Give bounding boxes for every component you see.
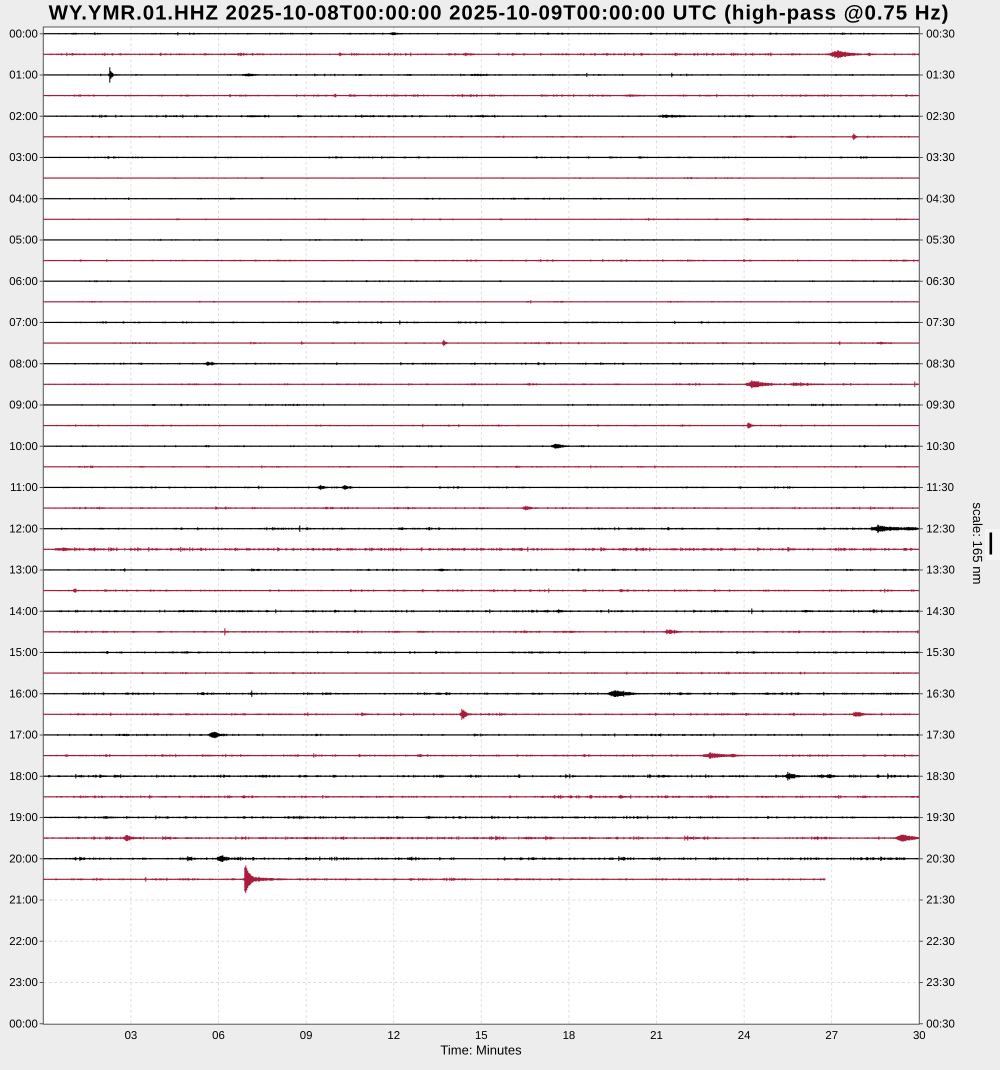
svg-text:00:00: 00:00 (9, 28, 38, 40)
svg-text:01:00: 01:00 (9, 70, 38, 82)
svg-text:05:00: 05:00 (9, 235, 38, 247)
svg-text:23:30: 23:30 (926, 977, 955, 989)
svg-text:24: 24 (738, 1030, 751, 1042)
svg-text:02:30: 02:30 (926, 111, 955, 123)
svg-text:04:30: 04:30 (926, 193, 955, 205)
svg-text:23:00: 23:00 (9, 977, 38, 989)
svg-text:10:00: 10:00 (9, 441, 38, 453)
svg-text:07:30: 07:30 (926, 317, 955, 329)
svg-text:06: 06 (212, 1030, 225, 1042)
svg-text:14:00: 14:00 (9, 606, 38, 618)
svg-text:21:00: 21:00 (9, 895, 38, 907)
svg-text:22:30: 22:30 (926, 936, 955, 948)
svg-text:02:00: 02:00 (9, 111, 38, 123)
svg-text:14:30: 14:30 (926, 606, 955, 618)
svg-text:09:30: 09:30 (926, 400, 955, 412)
svg-text:11:00: 11:00 (10, 482, 38, 494)
svg-text:09: 09 (300, 1030, 313, 1042)
svg-text:03:00: 03:00 (9, 152, 38, 164)
svg-text:21: 21 (650, 1030, 663, 1042)
svg-text:12:30: 12:30 (926, 523, 955, 535)
svg-text:12:00: 12:00 (9, 523, 38, 535)
svg-text:15:30: 15:30 (926, 647, 955, 659)
svg-text:22:00: 22:00 (9, 936, 38, 948)
svg-text:30: 30 (913, 1030, 926, 1042)
svg-text:09:00: 09:00 (9, 400, 38, 412)
svg-text:06:00: 06:00 (9, 276, 38, 288)
svg-text:20:00: 20:00 (9, 853, 38, 865)
svg-text:27: 27 (825, 1030, 838, 1042)
svg-text:19:30: 19:30 (926, 812, 955, 824)
svg-text:03: 03 (125, 1030, 138, 1042)
svg-text:21:30: 21:30 (926, 895, 955, 907)
svg-text:08:30: 08:30 (926, 358, 955, 370)
svg-text:04:00: 04:00 (9, 193, 38, 205)
svg-text:13:30: 13:30 (926, 565, 955, 577)
svg-text:15:00: 15:00 (9, 647, 38, 659)
svg-text:07:00: 07:00 (9, 317, 38, 329)
svg-text:19:00: 19:00 (9, 812, 38, 824)
svg-text:16:30: 16:30 (926, 688, 955, 700)
svg-text:08:00: 08:00 (9, 358, 38, 370)
svg-text:16:00: 16:00 (9, 688, 38, 700)
svg-text:15: 15 (475, 1030, 488, 1042)
svg-text:00:30: 00:30 (926, 1018, 955, 1030)
svg-text:scale: 165 nm: scale: 165 nm (970, 502, 985, 584)
svg-text:17:00: 17:00 (9, 730, 38, 742)
svg-text:20:30: 20:30 (926, 853, 955, 865)
svg-text:Time: Minutes: Time: Minutes (440, 1042, 522, 1057)
svg-text:01:30: 01:30 (926, 70, 955, 82)
svg-text:18:30: 18:30 (926, 771, 955, 783)
svg-text:13:00: 13:00 (9, 565, 38, 577)
svg-text:05:30: 05:30 (926, 235, 955, 247)
svg-text:06:30: 06:30 (926, 276, 955, 288)
svg-text:WY.YMR.01.HHZ 2025-10-08T00:00: WY.YMR.01.HHZ 2025-10-08T00:00:00 2025-1… (49, 1, 950, 24)
svg-text:11:30: 11:30 (926, 482, 954, 494)
svg-text:18:00: 18:00 (9, 771, 38, 783)
svg-text:00:30: 00:30 (926, 28, 955, 40)
svg-text:03:30: 03:30 (926, 152, 955, 164)
svg-text:10:30: 10:30 (926, 441, 955, 453)
svg-text:00:00: 00:00 (9, 1018, 38, 1030)
svg-text:12: 12 (387, 1030, 400, 1042)
svg-text:17:30: 17:30 (926, 730, 955, 742)
svg-text:18: 18 (563, 1030, 576, 1042)
